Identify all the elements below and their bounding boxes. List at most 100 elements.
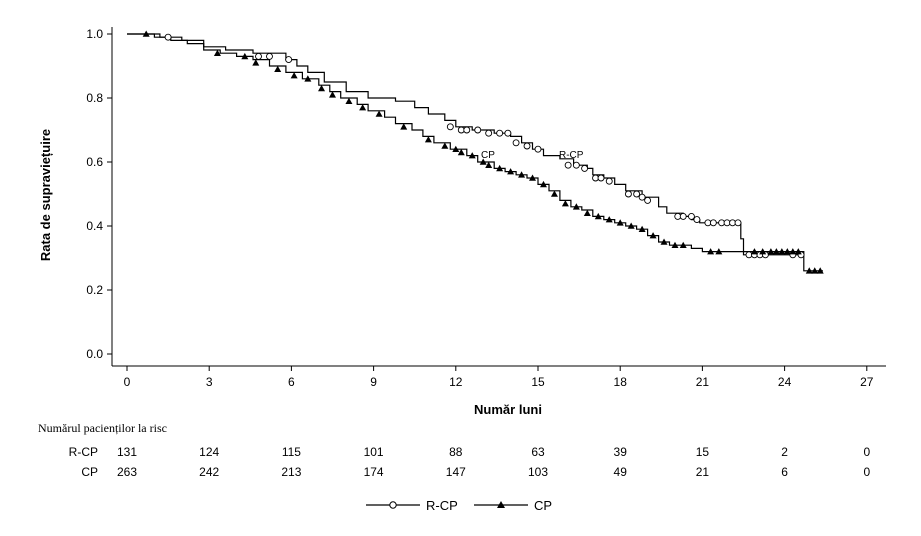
censor-marker-cp	[452, 145, 460, 152]
x-axis-label: Număr luni	[474, 402, 542, 417]
risk-cell: 63	[531, 445, 545, 459]
censor-marker-cp	[252, 59, 260, 66]
censor-marker-cp	[759, 248, 767, 255]
censor-marker-rcp	[512, 139, 520, 147]
censor-marker-cp	[485, 161, 493, 168]
censor-marker-cp	[649, 232, 657, 239]
risk-cell: 39	[614, 445, 628, 459]
x-tick-label: 6	[288, 375, 295, 389]
censor-marker-cp	[441, 142, 449, 149]
censor-marker-rcp	[709, 219, 717, 227]
risk-cell: 131	[117, 445, 137, 459]
y-tick-label: 0.8	[86, 91, 103, 105]
risk-cell: 115	[282, 445, 301, 459]
censor-marker-rcp	[485, 129, 493, 137]
censor-marker-cp	[424, 136, 432, 143]
curves	[127, 33, 823, 272]
series-label-rcp: R-CP	[559, 150, 584, 161]
censor-marker-cp	[400, 123, 408, 130]
censor-marker-cp	[767, 248, 775, 255]
risk-row-label: CP	[81, 465, 98, 479]
censor-marker-cp	[783, 248, 791, 255]
risk-cell: 101	[364, 445, 384, 459]
risk-cell: 0	[863, 465, 870, 479]
censor-marker-cp	[375, 110, 383, 117]
censor-marker-rcp	[496, 129, 504, 137]
legend-label-rcp: R-CP	[426, 498, 458, 513]
legend-label-cp: CP	[534, 498, 552, 513]
censor-marker-cp	[550, 190, 558, 197]
censor-marker-cp	[518, 171, 526, 178]
censor-marker-cp	[605, 216, 613, 223]
y-tick-label: 0.2	[86, 283, 103, 297]
x-tick-label: 9	[370, 375, 377, 389]
censor-marker-rcp	[624, 190, 632, 198]
y-tick-label: 0.4	[86, 219, 103, 233]
censor-marker-rcp	[474, 126, 482, 134]
censor-marker-cp	[707, 248, 715, 255]
censor-marker-cp	[671, 241, 679, 248]
risk-table-title: Numărul pacienților la risc	[38, 421, 167, 435]
censor-marker-cp	[811, 267, 819, 274]
censor-marker-cp	[679, 241, 687, 248]
censor-marker-rcp	[687, 212, 695, 220]
legend-marker-cp	[497, 501, 505, 508]
censor-marker-cp	[594, 212, 602, 220]
censor-marker-rcp	[679, 212, 687, 220]
censor-marker-rcp	[285, 56, 293, 64]
x-tick-label: 18	[614, 375, 628, 389]
risk-cell: 263	[117, 465, 137, 479]
risk-cell: 49	[614, 465, 628, 479]
risk-cell: 124	[199, 445, 219, 459]
censor-marker-cp	[213, 49, 221, 56]
censor-marker-cp	[572, 203, 580, 210]
censor-marker-cp	[750, 248, 758, 255]
censor-marker-rcp	[734, 219, 742, 227]
censor-marker-cp	[778, 248, 786, 255]
censor-marker-cp	[496, 164, 504, 172]
x-tick-label: 12	[449, 375, 463, 389]
tick-labels: 0.0 0.2 0.4 0.6 0.8 1.0 0 3 6 9 12 15 18 21 24 27	[86, 27, 873, 389]
risk-cell: 88	[449, 445, 463, 459]
risk-table: R-CP 131 124 115 101 88 63 39 15 2 0 CP 263 242 213 174…	[69, 445, 871, 479]
y-tick-label: 0.6	[86, 155, 103, 169]
risk-cell: 213	[281, 465, 301, 479]
censor-marker-cp	[660, 238, 668, 245]
censor-marker-cp	[616, 219, 624, 226]
x-tick-label: 3	[206, 375, 213, 389]
censor-marker-rcp	[572, 161, 580, 169]
risk-cell: 147	[446, 465, 466, 479]
censor-marker-cp	[507, 168, 515, 175]
censor-marker-rcp	[638, 193, 646, 201]
censor-marker-cp	[529, 174, 537, 181]
censor-marker-rcp	[266, 52, 273, 60]
censor-marker-cp	[241, 52, 249, 60]
censor-marker-rcp	[164, 33, 172, 41]
x-tick-label: 24	[778, 375, 792, 389]
censor-marker-cp	[479, 158, 487, 165]
risk-cell: 0	[863, 445, 870, 459]
risk-cell: 15	[696, 445, 710, 459]
censor-marker-cp	[359, 104, 367, 111]
series-label-cp: CP	[481, 150, 495, 161]
legend: R-CP CP	[366, 498, 552, 513]
censor-marker-cp	[318, 84, 326, 92]
risk-cell: 21	[696, 465, 710, 479]
censor-marker-cp	[715, 248, 723, 255]
censor-marker-cp	[468, 152, 476, 159]
curve-rcp	[127, 33, 804, 256]
censor-marker-cp	[772, 248, 780, 255]
censor-marker-cp	[329, 91, 336, 98]
censor-marker-cp	[539, 180, 547, 188]
censor-marker-cp	[789, 248, 797, 255]
censor-marker-cp	[794, 248, 802, 255]
x-tick-label: 27	[860, 375, 874, 389]
censor-marker-cp	[457, 148, 465, 156]
legend-marker-rcp	[389, 501, 397, 509]
axes	[107, 27, 886, 371]
censor-marker-rcp	[597, 174, 605, 182]
censor-marker-rcp	[644, 196, 652, 204]
y-tick-label: 1.0	[86, 27, 103, 41]
